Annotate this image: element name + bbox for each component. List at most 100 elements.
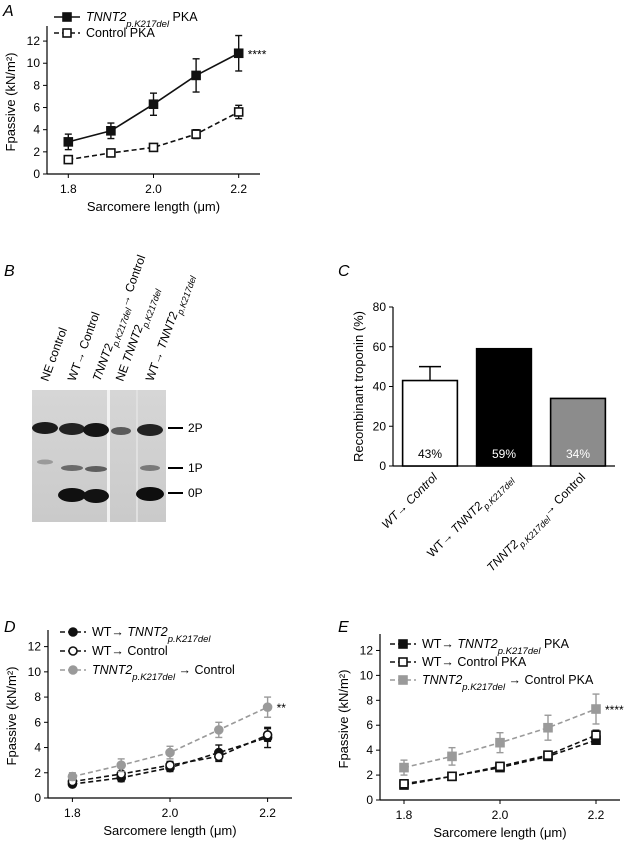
panel-e-chart: E 0 2 4 6 8 10 12 1.8 2.0 2.2 Sarcomere length (μm…: [336, 619, 624, 840]
panel-a-y-tick-label: 0: [33, 167, 40, 181]
band-label-1p: 1P: [188, 461, 203, 475]
blot-band-1p-lane-1: [37, 459, 53, 465]
blot-band-2p-lane-1: [32, 422, 58, 434]
panel-a-x-axis-label: Sarcomere length (μm): [87, 199, 220, 214]
panel-d-y-tick-label: 8: [34, 690, 41, 704]
blot-band-0p-lane-2: [58, 488, 86, 502]
panel-e-series-3-point: [495, 737, 505, 748]
panel-c-bar-2-value-label: 59%: [492, 447, 516, 461]
panel-d-x-tick-label: 2.0: [162, 806, 179, 820]
panel-d-series-3-point: [67, 771, 78, 782]
panel-e-x-tick-label: 2.2: [588, 808, 605, 822]
panel-d-letter: D: [4, 619, 16, 636]
blot-band-2p-lane-4: [111, 427, 131, 435]
blot-image: [32, 390, 166, 522]
panel-e-series-3-point: [399, 762, 409, 773]
panel-e-y-tick-label: 12: [360, 643, 374, 657]
panel-e-series-3-point: [543, 722, 553, 733]
panel-c-y-tick-label: 60: [373, 340, 387, 354]
panel-c-category-label-1: WT→ Control: [379, 470, 441, 532]
panel-d-x-axis-label: Sarcomere length (μm): [103, 823, 236, 838]
panel-e-series-3-point: [447, 751, 457, 762]
panel-a-y-tick-label: 12: [27, 34, 41, 48]
panel-a-series-2-point: [191, 129, 201, 139]
panel-d-series-3-point: [214, 725, 224, 735]
panel-d-series-3-point: [165, 747, 175, 758]
panel-a-y-tick-label: 10: [27, 56, 41, 70]
panel-e-series-3-point: [591, 704, 601, 714]
panel-a-series-1-point: [106, 126, 116, 136]
panel-d-series-3-point: [116, 760, 126, 771]
panel-a-y-axis-label: Fpassive (kN/m²): [3, 53, 18, 152]
panel-d-series-3-legend-marker: [68, 665, 78, 675]
panel-a-series-1-point: [233, 48, 244, 59]
panel-e-series-3-legend-label: TNNT2p.K217del → Control PKA: [422, 673, 594, 693]
panel-e-series-1-legend-marker: [398, 639, 408, 649]
panel-c-bar-1: [401, 379, 459, 467]
panel-a-y-tick-label: 4: [33, 123, 40, 137]
blot-band-2p-lane-5: [137, 424, 163, 436]
panel-d-series-1-legend-marker: [68, 627, 78, 637]
panel-d-y-tick-label: 6: [34, 715, 41, 729]
panel-a-series-2-point: [233, 107, 244, 117]
blot-splice-edge: [136, 390, 138, 522]
panel-d-series-2-point: [165, 760, 175, 771]
panel-c-bar-2: [475, 347, 533, 467]
panel-e-y-tick-label: 2: [366, 768, 373, 782]
panel-d-y-tick-label: 10: [28, 665, 42, 679]
panel-d-y-axis-label: Fpassive (kN/m²): [4, 667, 19, 766]
panel-c-y-tick-label: 20: [373, 419, 387, 433]
blot-band-2p-lane-2: [59, 423, 85, 435]
panel-d-series-3-point: [262, 702, 273, 712]
panel-d-x-tick-label: 1.8: [64, 806, 81, 820]
panel-a-y-tick-label: 2: [33, 145, 40, 159]
panel-d-series-2-point: [214, 751, 224, 762]
panel-d-series-2-point: [262, 730, 273, 740]
panel-d-series-2-legend-marker: [68, 646, 78, 656]
panel-a-series-1-legend-marker: [62, 12, 72, 22]
panel-e-x-tick-label: 1.8: [396, 808, 413, 822]
panel-e-x-axis-label: Sarcomere length (μm): [433, 825, 566, 840]
panel-a-series-2-legend-label: Control PKA: [86, 26, 155, 40]
panel-c-letter: C: [338, 263, 350, 280]
panel-e-letter: E: [338, 619, 349, 636]
panel-a-y-tick-label: 8: [33, 78, 40, 92]
panel-e-series-2-point: [591, 730, 601, 741]
band-label-2p: 2P: [188, 421, 203, 435]
panel-e-series-2-point: [447, 771, 457, 782]
panel-d-y-tick-label: 2: [34, 766, 41, 780]
panel-c-bar-3-value-label: 34%: [566, 447, 590, 461]
panel-a-series-2-point: [148, 142, 159, 153]
panel-c-y-axis-label: Recombinant troponin (%): [351, 311, 366, 462]
panel-e-series-2-point: [399, 778, 409, 789]
blot-band-markers: 2P 1P 0P: [168, 421, 203, 500]
panel-e-series-2-legend-label: WT→ Control PKA: [422, 655, 527, 669]
band-label-0p: 0P: [188, 486, 203, 500]
panel-c-y-tick-label: 80: [373, 300, 387, 314]
panel-e-x-tick-label: 2.0: [492, 808, 509, 822]
panel-d-series-2-legend-label: WT→ Control: [92, 644, 168, 658]
panel-d-y-tick-label: 12: [28, 640, 42, 654]
blot-band-2p-lane-3: [83, 423, 109, 437]
panel-c-bar-1-value-label: 43%: [418, 447, 442, 461]
panel-e-y-tick-label: 8: [366, 693, 373, 707]
blot-band-0p-lane-3: [83, 489, 109, 503]
panel-a-series-2-point: [63, 154, 74, 165]
panel-a-x-tick-label: 2.0: [145, 182, 162, 196]
panel-a-series-1-legend-label: TNNT2p.K217del PKA: [86, 10, 198, 30]
panel-a-series-1-point: [63, 137, 74, 147]
panel-c-y-tick-label: 40: [373, 380, 387, 394]
panel-a-letter: A: [2, 3, 14, 20]
panel-a-series-2-point: [106, 148, 116, 158]
panel-a-series-1-point: [191, 70, 201, 81]
panel-e-y-tick-label: 0: [366, 793, 373, 807]
blot-band-1p-lane-2: [61, 465, 83, 471]
panel-e-series-2-point: [495, 761, 505, 772]
panel-b-letter: B: [4, 263, 15, 280]
panel-d-x-tick-label: 2.2: [259, 806, 276, 820]
panel-d-y-tick-label: 4: [34, 741, 41, 755]
panel-a-series-1-significance: ****: [248, 47, 267, 61]
